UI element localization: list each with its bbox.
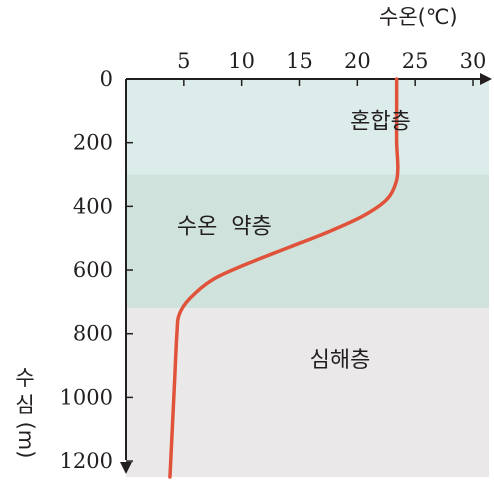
- x-tick-label: 20: [344, 49, 371, 73]
- layer-band-3: [126, 308, 489, 477]
- x-tick-label: 15: [286, 49, 313, 73]
- y-axis-title-unit: (m): [14, 422, 38, 459]
- layer-label-1: 혼합층: [350, 109, 411, 134]
- x-tick-label: 5: [177, 49, 190, 73]
- y-tick-labels: 0 200 400 600 800 1000 1200: [60, 67, 113, 473]
- x-axis-arrow: [480, 73, 492, 85]
- temperature-profile: [168, 77, 400, 479]
- y-axis-title-char-2: 심: [15, 393, 34, 417]
- layer-label-2: 수온 약층: [177, 214, 272, 239]
- y-axis-title-char-1: 수: [15, 366, 34, 390]
- x-axis-title: 수온(℃): [379, 5, 458, 29]
- y-tick-label: 600: [73, 258, 113, 282]
- x-tick-labels: 5 10 15 20 25 30: [177, 49, 486, 73]
- y-tick-label: 1000: [60, 385, 113, 409]
- x-tick-label: 10: [228, 49, 255, 73]
- layer-label-3: 심해층: [310, 348, 371, 373]
- y-axis-arrow: [120, 462, 132, 474]
- temperature-series-line-1: [168, 77, 400, 479]
- x-tick-label: 25: [402, 49, 429, 73]
- layer-band-1: [126, 79, 489, 175]
- y-tick-label: 200: [73, 131, 113, 155]
- axes: [120, 73, 492, 474]
- x-tick-label: 30: [460, 49, 487, 73]
- y-tick-label: 1200: [60, 449, 113, 473]
- layer-bands: [126, 79, 489, 477]
- y-tick-label: 800: [73, 322, 113, 346]
- y-tick-label: 0: [100, 67, 113, 91]
- y-tick-label: 400: [73, 194, 113, 218]
